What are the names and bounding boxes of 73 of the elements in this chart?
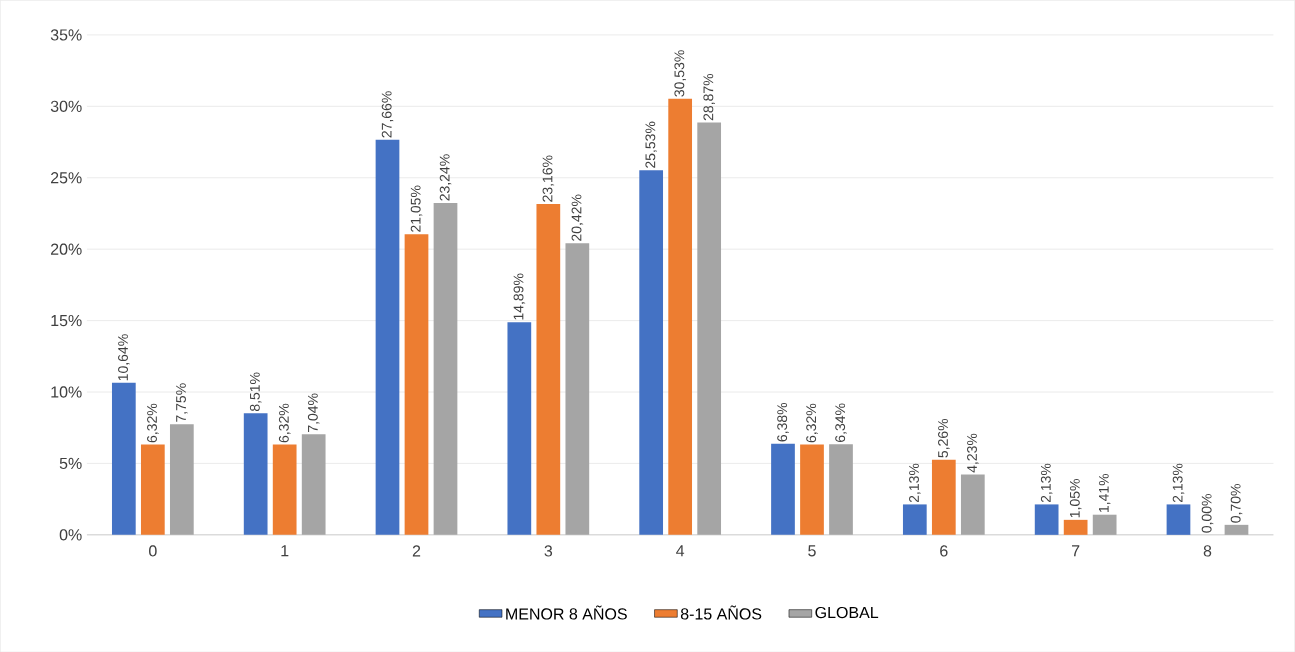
x-tick-label: 3 (544, 545, 553, 557)
data-label: 1,41% (1098, 473, 1111, 512)
y-tick-label: 20% (50, 243, 82, 255)
bar (375, 139, 400, 535)
bar (536, 203, 561, 535)
data-label: 20,42% (571, 194, 584, 241)
data-label: 2,13% (1040, 463, 1053, 502)
bar (507, 321, 532, 535)
data-label: 23,16% (542, 155, 555, 202)
data-label: 14,89% (513, 273, 526, 320)
bar (169, 423, 194, 535)
x-tick-label: 5 (808, 545, 816, 557)
data-label: 6,32% (147, 403, 159, 443)
bar (1092, 514, 1117, 535)
y-tick-label: 35% (50, 29, 82, 41)
y-tick-label: 25% (50, 171, 82, 184)
data-label: 6,32% (278, 403, 291, 443)
data-label: 0,70% (1230, 483, 1243, 523)
x-tick-label: 6 (940, 545, 948, 557)
data-label: 21,05% (410, 185, 423, 232)
data-label: 28,87% (703, 73, 715, 120)
data-label: 7,75% (176, 383, 188, 422)
data-label: 8,51% (249, 372, 262, 411)
data-label: 23,24% (439, 154, 452, 201)
data-label: 4,23% (967, 433, 979, 473)
data-label: 0,00% (1201, 493, 1214, 533)
bar (1063, 519, 1088, 535)
x-tick-label: 2 (412, 545, 421, 557)
bar (1166, 504, 1191, 535)
bar (800, 444, 824, 535)
bar (404, 233, 429, 535)
y-tick-label: 15% (51, 314, 82, 326)
bar (301, 434, 326, 535)
data-label: 30,53% (674, 50, 686, 97)
bar (931, 459, 956, 535)
bar (1034, 504, 1059, 535)
x-tick-label: 0 (149, 545, 157, 557)
legend-label: MENOR 8 AÑOS (506, 605, 627, 620)
bar (1224, 524, 1249, 535)
y-tick-label: 10% (51, 386, 82, 398)
bar (111, 382, 136, 535)
data-label: 1,05% (1069, 478, 1082, 517)
x-tick-label: 8 (1203, 545, 1212, 557)
bar (433, 202, 458, 535)
y-tick-label: 5% (59, 457, 82, 469)
bar (272, 444, 297, 535)
data-label: 5,26% (938, 418, 950, 458)
x-tick-label: 4 (676, 545, 685, 557)
data-label: 27,66% (381, 91, 394, 138)
y-tick-label: 30% (50, 100, 82, 112)
bar (140, 444, 165, 535)
bar (668, 98, 693, 535)
bar (960, 474, 985, 535)
data-label: 6,32% (806, 403, 818, 443)
bar (565, 242, 590, 535)
legend-label: 8-15 AÑOS (680, 605, 762, 620)
y-tick-label: 0% (59, 528, 82, 541)
bar (697, 122, 722, 535)
legend-label: GLOBAL (815, 606, 879, 618)
x-tick-label: 7 (1072, 545, 1080, 557)
data-label: 6,38% (777, 402, 789, 442)
data-label: 25,53% (645, 121, 657, 168)
data-label: 6,34% (835, 403, 847, 442)
data-label: 2,13% (909, 463, 921, 502)
bar (902, 504, 927, 535)
bar (771, 443, 795, 535)
bar (639, 169, 664, 535)
bar (243, 413, 268, 535)
data-label: 2,13% (1172, 463, 1185, 502)
data-label: 7,04% (307, 393, 320, 432)
data-label: 10,64% (118, 334, 130, 380)
x-tick-label: 1 (281, 545, 289, 557)
bar (829, 444, 853, 535)
